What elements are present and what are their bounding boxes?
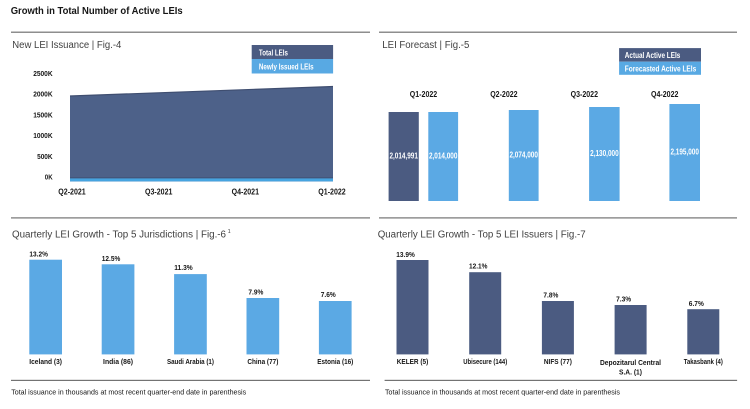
svg-text:China (77): China (77) (247, 357, 278, 366)
svg-text:Q1-2022: Q1-2022 (318, 188, 346, 197)
svg-text:KELER (5): KELER (5) (397, 357, 429, 366)
svg-text:0K: 0K (45, 173, 53, 182)
svg-text:S.A. (1): S.A. (1) (619, 368, 642, 377)
svg-text:Quarterly LEI Growth - Top 5 L: Quarterly LEI Growth - Top 5 LEI Issuers… (378, 230, 586, 241)
svg-text:2500K: 2500K (33, 69, 53, 78)
svg-text:India (86): India (86) (103, 357, 133, 366)
svg-text:2000K: 2000K (33, 90, 53, 99)
svg-text:Q4-2021: Q4-2021 (232, 188, 260, 197)
svg-text:Ubisecure (144): Ubisecure (144) (463, 357, 507, 366)
svg-text:Total issuance in thousands at: Total issuance in thousands at most rece… (11, 388, 246, 397)
svg-text:500K: 500K (37, 152, 53, 161)
svg-text:Estonia (16): Estonia (16) (317, 357, 353, 366)
svg-text:7.3%: 7.3% (616, 294, 631, 303)
svg-text:Q1-2022: Q1-2022 (410, 90, 438, 99)
svg-text:2,195,000: 2,195,000 (670, 148, 699, 157)
svg-text:Q3-2022: Q3-2022 (571, 90, 599, 99)
svg-text:New LEI Issuance | Fig.-4: New LEI Issuance | Fig.-4 (12, 40, 121, 51)
svg-text:LEI Forecast | Fig.-5: LEI Forecast | Fig.-5 (382, 40, 469, 51)
svg-text:1: 1 (228, 229, 231, 235)
svg-text:Q4-2022: Q4-2022 (651, 90, 679, 99)
svg-text:12.5%: 12.5% (102, 254, 121, 263)
svg-text:1500K: 1500K (33, 110, 53, 119)
svg-text:2,014,000: 2,014,000 (429, 151, 458, 160)
svg-text:1000K: 1000K (33, 131, 53, 140)
svg-text:Actual Active LEIs: Actual Active LEIs (625, 51, 681, 60)
svg-text:11.3%: 11.3% (174, 263, 193, 272)
svg-text:2,074,000: 2,074,000 (509, 151, 538, 160)
svg-text:Q3-2021: Q3-2021 (145, 188, 173, 197)
svg-text:2,130,000: 2,130,000 (590, 149, 619, 158)
svg-text:Total LEIs: Total LEIs (259, 49, 288, 58)
svg-text:7.8%: 7.8% (543, 290, 558, 299)
svg-text:Newly Issued LEIs: Newly Issued LEIs (259, 63, 314, 72)
svg-text:12.1%: 12.1% (469, 262, 488, 271)
svg-text:Depozitarul Central: Depozitarul Central (600, 358, 661, 367)
svg-text:7.6%: 7.6% (321, 290, 336, 299)
svg-text:Total issuance in thousands at: Total issuance in thousands at most rece… (385, 388, 620, 397)
svg-text:Q2-2022: Q2-2022 (490, 90, 518, 99)
svg-text:Forecasted Active LEIs: Forecasted Active LEIs (625, 65, 697, 74)
svg-text:NIFS (77): NIFS (77) (544, 357, 572, 366)
svg-text:Quarterly LEI Growth - Top 5 J: Quarterly LEI Growth - Top 5 Jurisdictio… (12, 230, 226, 241)
svg-text:Takasbank (4): Takasbank (4) (684, 357, 723, 366)
svg-text:7.9%: 7.9% (248, 287, 263, 296)
svg-text:Growth in Total Number of Acti: Growth in Total Number of Active LEIs (11, 6, 183, 17)
svg-text:2,014,991: 2,014,991 (389, 151, 418, 160)
svg-text:Iceland (3): Iceland (3) (29, 357, 62, 366)
svg-text:6.7%: 6.7% (689, 299, 704, 308)
svg-text:13.9%: 13.9% (396, 250, 415, 259)
svg-text:Saudi Arabia (1): Saudi Arabia (1) (167, 357, 214, 366)
svg-text:13.2%: 13.2% (29, 250, 48, 259)
svg-text:Q2-2021: Q2-2021 (58, 188, 86, 197)
